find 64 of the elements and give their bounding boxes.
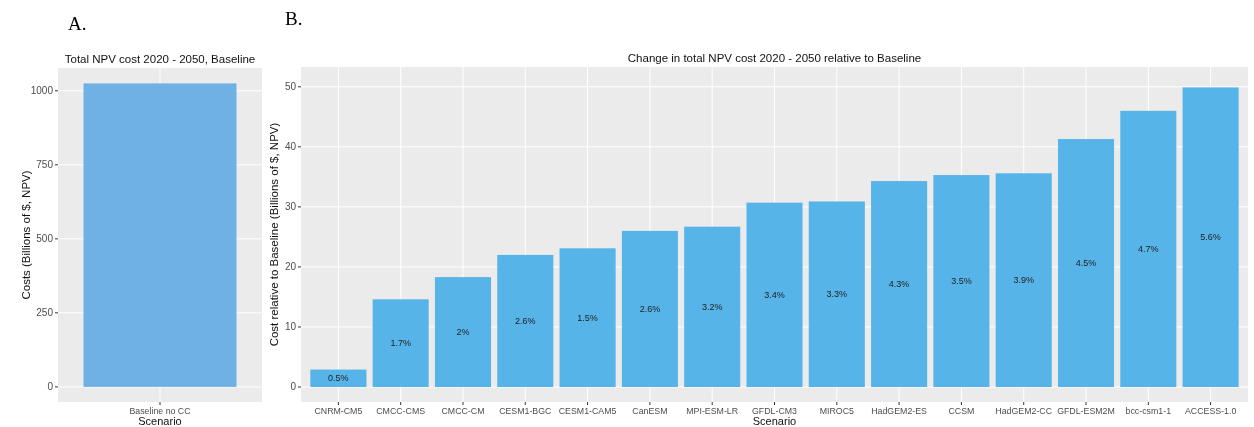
text: A. (68, 13, 87, 34)
x-tick-label: bcc-csm1-1 (1125, 406, 1172, 416)
bar (559, 248, 616, 387)
annotation: 4.7% (1138, 244, 1159, 255)
y-tick-label: 750 (36, 159, 54, 171)
bar (497, 254, 554, 387)
bar (1182, 87, 1239, 387)
x-tick-label: CMCC-CM (441, 406, 485, 416)
y-tick-label: 0 (47, 381, 54, 393)
x-tick-label: HadGEM2-ES (871, 406, 928, 416)
annotation: 2% (456, 327, 470, 338)
annotation: 0.5% (328, 373, 349, 384)
annotation: 2.6% (639, 304, 661, 315)
x-tick-label: CNRM-CM5 (314, 406, 363, 416)
bar (746, 202, 803, 387)
y-tick-label: 20 (284, 261, 297, 273)
x-axis-title: Scenario (752, 415, 797, 427)
x-tick-label: CMCC-CMS (376, 406, 426, 416)
bar (871, 181, 928, 387)
annotation: 3.4% (764, 289, 785, 300)
x-tick-label: CanESM (632, 406, 668, 416)
text: B. (285, 8, 303, 29)
x-tick-label: ACCESS-1.0 (1184, 406, 1237, 416)
x-tick-label: MIROC5 (819, 406, 855, 416)
y-tick-label: 40 (284, 141, 297, 153)
annotation: 4.5% (1075, 258, 1097, 269)
x-tick-label: MPI-ESM-LR (686, 406, 739, 416)
annotation: 3.5% (951, 276, 972, 287)
chart-title: Total NPV cost 2020 - 2050, Baseline (64, 53, 256, 65)
bar (1120, 110, 1177, 387)
x-tick-label: CCSM (948, 406, 975, 416)
y-tick-label: 10 (284, 321, 297, 333)
y-tick-label: 500 (36, 233, 54, 245)
annotation: 1.5% (577, 312, 598, 323)
y-tick-label: 50 (284, 81, 297, 93)
bar (995, 173, 1052, 387)
x-tick-label: HadGEM2-CC (995, 406, 1053, 416)
annotation: 4.3% (888, 279, 910, 290)
x-tick-label: CESM1-BGC (499, 406, 553, 416)
bar (372, 299, 429, 387)
y-tick-label: 1000 (30, 85, 54, 97)
bar (434, 277, 492, 387)
bar (621, 230, 678, 387)
annotation: 3.9% (1013, 275, 1034, 286)
x-tick-label: CESM1-CAM5 (558, 406, 617, 416)
y-tick-label: 30 (284, 201, 297, 213)
x-tick-label: GFDL-ESM2M (1057, 406, 1115, 416)
x-axis-title: Scenario (138, 415, 182, 427)
y-tick-label: 250 (36, 307, 54, 319)
annotation: 2.6% (515, 316, 536, 327)
bar (933, 175, 990, 387)
annotation: 3.3% (826, 289, 848, 300)
y-tick-label: 0 (290, 381, 297, 393)
bar (808, 201, 865, 387)
annotation: 1.7% (390, 338, 411, 349)
x-tick-label: Baseline no CC (129, 406, 192, 416)
y-axis-title: Cost relative to Baseline (Billions of $, NPV) (268, 122, 280, 347)
bar (684, 226, 741, 387)
annotation: 3.2% (701, 301, 723, 312)
bar (1057, 139, 1115, 387)
x-tick-label: GFDL-CM3 (752, 406, 798, 416)
annotation: 5.6% (1200, 232, 1221, 243)
chart-title: Change in total NPV cost 2020 - 2050 relative to Baseline (627, 52, 922, 64)
y-axis-title: Costs (Billions of $, NPV) (20, 170, 32, 300)
